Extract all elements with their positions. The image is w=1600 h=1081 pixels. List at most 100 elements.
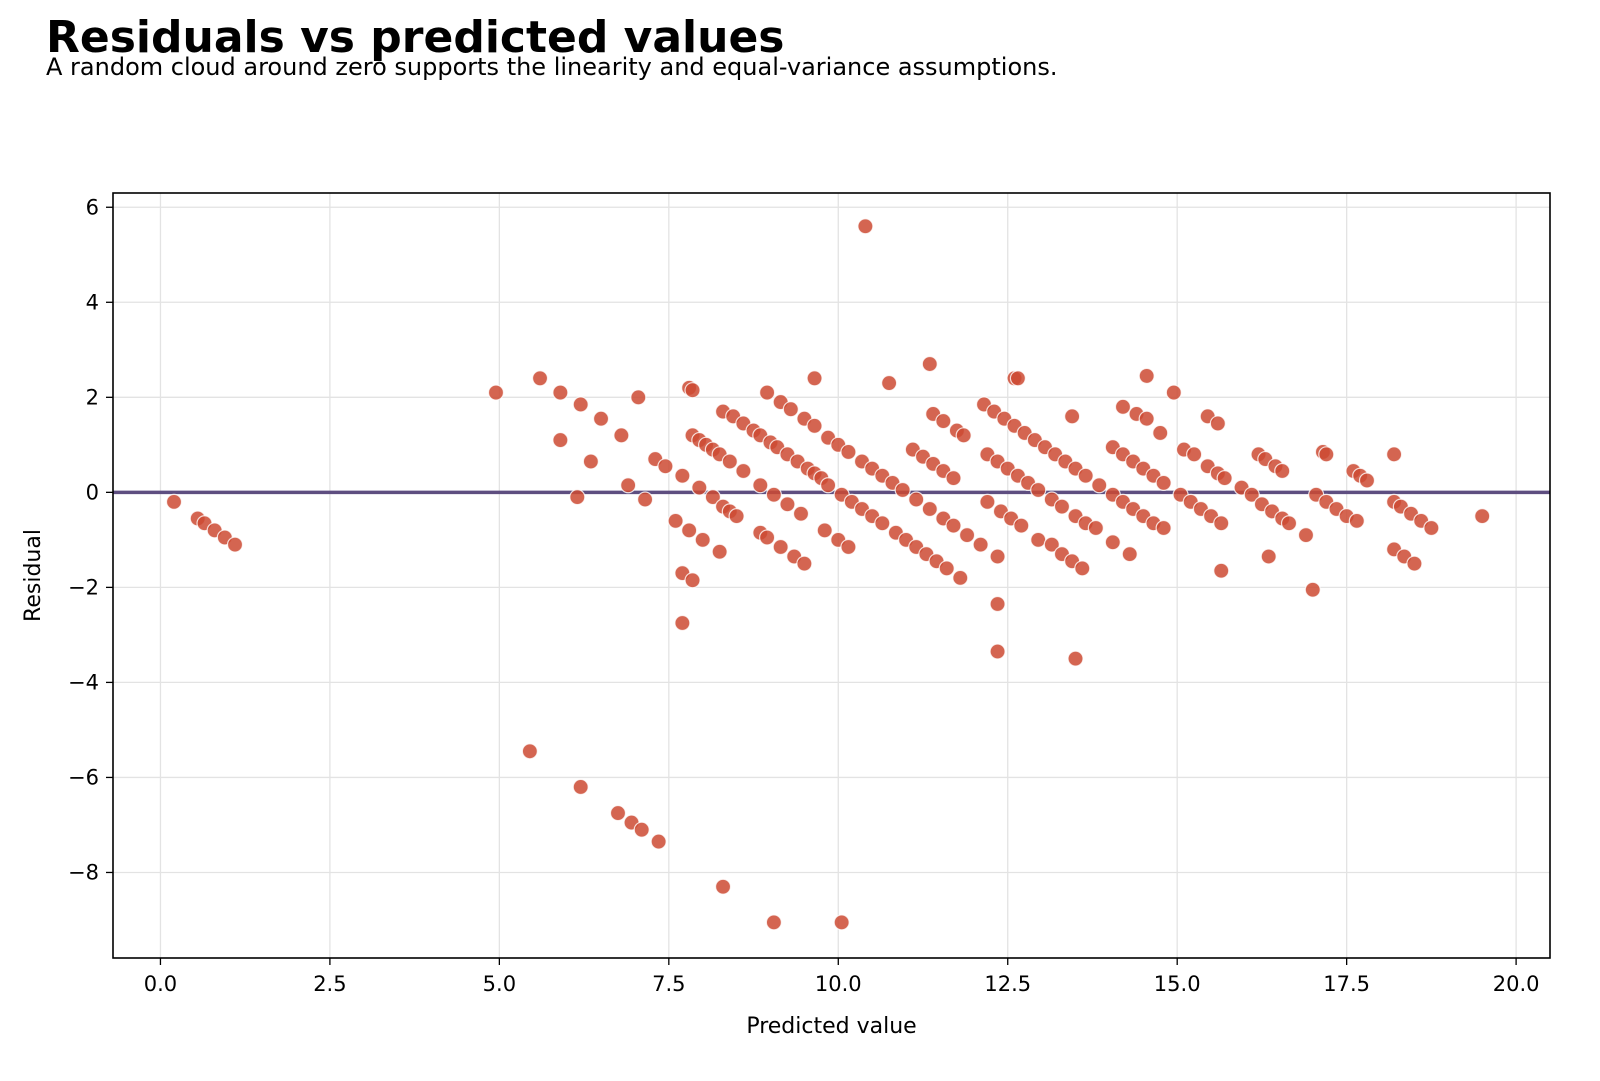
x-tick-label: 7.5 xyxy=(652,972,685,996)
y-tick-label: −8 xyxy=(68,860,99,884)
data-point xyxy=(1165,384,1182,401)
data-point xyxy=(759,384,776,401)
y-tick-label: −2 xyxy=(68,575,99,599)
data-point xyxy=(765,914,782,931)
data-point xyxy=(840,443,857,461)
grid-lines xyxy=(113,193,1550,958)
x-tick-label: 2.5 xyxy=(313,972,346,996)
data-point xyxy=(552,384,569,401)
data-point xyxy=(1074,560,1091,577)
x-axis-label: Predicted value xyxy=(746,1014,916,1039)
plot-frame xyxy=(112,192,1551,959)
data-point xyxy=(1243,486,1260,503)
data-point xyxy=(1064,408,1081,425)
data-point xyxy=(711,543,728,560)
data-point xyxy=(1030,531,1047,548)
data-point xyxy=(806,370,823,387)
data-point xyxy=(1318,446,1335,463)
data-point xyxy=(938,560,955,577)
data-point xyxy=(881,374,898,392)
data-point xyxy=(1348,512,1365,529)
data-point xyxy=(1138,410,1155,427)
data-point xyxy=(752,477,769,494)
data-point xyxy=(833,914,850,931)
data-point xyxy=(572,396,589,413)
data-point xyxy=(582,453,599,470)
data-point xyxy=(728,508,745,525)
data-point xyxy=(979,493,996,510)
data-point xyxy=(1358,472,1376,489)
data-point xyxy=(779,496,796,513)
data-point xyxy=(792,505,810,522)
data-point xyxy=(921,355,938,373)
y-axis-ticks: −8 −6 −4 −2 0 2 4 6 xyxy=(68,195,113,884)
data-point xyxy=(1138,367,1155,385)
data-point xyxy=(674,467,691,484)
data-point xyxy=(531,370,549,387)
data-point xyxy=(684,382,701,399)
data-point xyxy=(921,500,938,518)
data-point xyxy=(1274,462,1291,480)
data-point xyxy=(1474,508,1491,525)
data-point xyxy=(945,517,962,534)
data-point xyxy=(1087,519,1104,537)
data-point xyxy=(972,536,989,553)
data-point xyxy=(1216,469,1233,487)
y-tick-label: 0 xyxy=(86,480,99,504)
data-point xyxy=(1009,370,1027,387)
data-point xyxy=(989,548,1006,565)
data-point xyxy=(694,531,711,548)
data-point xyxy=(1043,536,1060,553)
data-point xyxy=(759,529,776,546)
data-point xyxy=(714,878,732,895)
data-point xyxy=(1304,581,1321,598)
data-point xyxy=(613,427,630,444)
data-point xyxy=(772,538,789,556)
data-point xyxy=(592,410,610,427)
data-point xyxy=(1406,555,1423,572)
data-point xyxy=(955,427,972,444)
data-point xyxy=(1053,498,1071,515)
x-tick-label: 0.0 xyxy=(144,972,177,996)
data-point xyxy=(650,833,667,850)
data-point xyxy=(636,491,654,508)
data-point xyxy=(735,462,752,480)
data-point xyxy=(1155,519,1172,537)
data-point xyxy=(1423,519,1440,537)
x-tick-label: 5.0 xyxy=(483,972,516,996)
data-point xyxy=(1121,546,1138,563)
chart-title: Residuals vs predicted values xyxy=(46,12,785,63)
data-point xyxy=(874,515,891,532)
x-tick-label: 20.0 xyxy=(1493,972,1540,996)
data-point xyxy=(691,479,708,496)
data-point xyxy=(1013,517,1030,534)
data-point xyxy=(1030,481,1047,499)
data-point xyxy=(609,804,627,822)
data-point xyxy=(945,469,962,487)
data-point xyxy=(820,477,837,494)
data-point xyxy=(487,384,505,401)
data-point xyxy=(1152,424,1169,442)
y-tick-label: 6 xyxy=(86,195,99,219)
data-point xyxy=(620,477,637,494)
data-point xyxy=(857,218,874,235)
data-point xyxy=(1209,415,1226,432)
data-point xyxy=(1213,562,1230,579)
y-tick-label: −6 xyxy=(68,765,99,789)
data-point xyxy=(989,643,1006,660)
data-point xyxy=(816,522,833,539)
data-point xyxy=(1213,515,1230,532)
data-point xyxy=(704,488,721,506)
data-point xyxy=(765,486,782,503)
data-point xyxy=(633,821,650,838)
data-point xyxy=(674,614,691,632)
data-point xyxy=(630,389,647,406)
data-point xyxy=(721,453,738,470)
data-point xyxy=(569,488,586,506)
data-point xyxy=(165,493,183,510)
x-tick-label: 15.0 xyxy=(1154,972,1201,996)
data-point xyxy=(681,522,698,539)
chart-subtitle: A random cloud around zero supports the … xyxy=(46,53,1058,81)
data-point xyxy=(226,536,244,553)
